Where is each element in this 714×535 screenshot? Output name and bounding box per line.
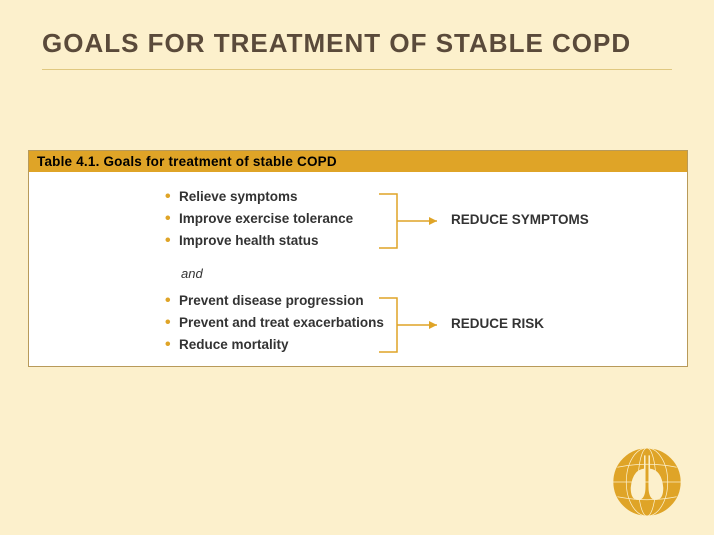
page-title: GOALS FOR TREATMENT OF STABLE COPD [0, 0, 714, 69]
list-item: Prevent and treat exacerbations [165, 312, 384, 334]
connector-and: and [181, 266, 203, 281]
goals-table: Table 4.1. Goals for treatment of stable… [28, 150, 688, 367]
table-header: Table 4.1. Goals for treatment of stable… [29, 151, 687, 172]
list-item: Relieve symptoms [165, 186, 353, 208]
bracket-icon [379, 292, 449, 358]
list-item: Improve health status [165, 230, 353, 252]
list-item: Prevent disease progression [165, 290, 384, 312]
list-item: Reduce mortality [165, 334, 384, 356]
group1-list: Relieve symptoms Improve exercise tolera… [165, 186, 353, 252]
group2-list: Prevent disease progression Prevent and … [165, 290, 384, 356]
globe-lungs-logo [610, 445, 684, 519]
title-divider [42, 69, 672, 70]
outcome-label: REDUCE SYMPTOMS [451, 212, 589, 227]
bracket-icon [379, 188, 449, 254]
list-item: Improve exercise tolerance [165, 208, 353, 230]
table-body: Relieve symptoms Improve exercise tolera… [29, 172, 687, 366]
outcome-label: REDUCE RISK [451, 316, 544, 331]
